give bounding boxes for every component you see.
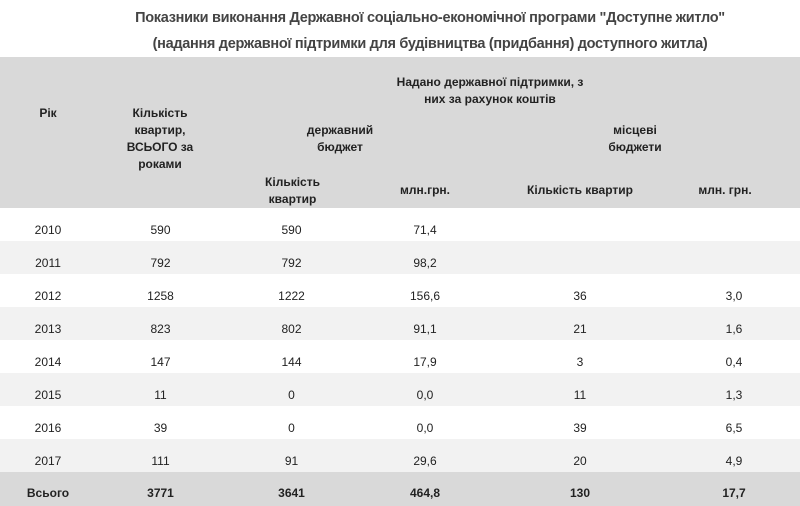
table-cell [668, 208, 800, 241]
header-state-count: Кількість квартир [265, 175, 320, 206]
table-row: 2016 39 0 0,0 39 6,5 [0, 406, 800, 439]
table-cell: 147 [150, 355, 171, 369]
table-cell: 17,9 [413, 355, 437, 369]
header-year: Рік [39, 106, 57, 120]
table-cell: 20 [492, 439, 668, 472]
header-local-mln: млн. грн. [698, 183, 752, 197]
total-cell: 3771 [96, 472, 225, 506]
table-cell: 3 [576, 355, 584, 369]
total-row: Всього 3771 3641 464,8 130 17,7 [0, 472, 800, 506]
table-row: 2010 590 590 71,4 [0, 208, 800, 241]
data-table: 2010 590 590 71,4 2011 792 792 98,2 2012 1258 1222… [0, 208, 800, 506]
table-cell [492, 208, 668, 241]
total-cell: 3641 [225, 472, 358, 506]
table-row: 2013 823 802 91,1 21 1,6 [0, 307, 800, 340]
table-cell [492, 241, 668, 274]
table-cell: 2017 [0, 439, 96, 472]
table-cell: 36 [573, 289, 587, 303]
table-cell: 39 [573, 421, 587, 435]
header-state-mln: млн.грн. [400, 183, 450, 197]
table-cell: 1,3 [668, 373, 800, 406]
total-cell: Всього [0, 472, 96, 506]
table-cell: 590 [281, 223, 302, 237]
table-cell [668, 241, 800, 274]
table-cell: 0 [288, 421, 295, 435]
table-cell: 29,6 [358, 439, 492, 472]
table-cell: 0,0 [358, 373, 492, 406]
table-cell: 802 [225, 307, 358, 340]
table-title-line2: (надання державної підтримки для будівни… [152, 36, 708, 52]
table-row: 2014 147 144 17,9 3 0,4 [0, 340, 800, 373]
table-cell: 156,6 [409, 289, 441, 303]
total-cell: 17,7 [668, 472, 800, 506]
table-cell: 590 [150, 223, 171, 237]
table-row: 2011 792 792 98,2 [0, 241, 800, 274]
table-cell: 2015 [0, 373, 96, 406]
table-cell: 792 [96, 241, 225, 274]
table-row: 2012 1258 1222 156,6 36 3,0 [0, 274, 800, 307]
table-cell: 11 [492, 373, 668, 406]
table-cell: 144 [281, 355, 302, 369]
table-cell: 0,4 [725, 355, 743, 369]
table-cell: 4,9 [668, 439, 800, 472]
table-row: 2015 11 0 0,0 11 1,3 [0, 373, 800, 406]
table-cell: 792 [225, 241, 358, 274]
header-state-budget: державний бюджет [306, 123, 374, 154]
table-row: 2017 111 91 29,6 20 4,9 [0, 439, 800, 472]
table-cell: 71,4 [413, 223, 437, 237]
table-cell: 6,5 [725, 421, 743, 435]
header-total-apartments: Кількість квартир, ВСЬОГО за роками [126, 106, 194, 171]
table-cell: 98,2 [358, 241, 492, 274]
table-cell: 2011 [0, 241, 96, 274]
header-support-group: Надано державної підтримки, з них за рах… [396, 75, 584, 106]
table-cell: 111 [96, 439, 225, 472]
table-cell: 2010 [34, 223, 62, 237]
table-cell: 1258 [147, 289, 174, 303]
header-local-budgets: місцеві бюджети [608, 123, 662, 154]
table-cell: 39 [153, 421, 168, 435]
table-cell: 2013 [0, 307, 96, 340]
total-cell: 130 [492, 472, 668, 506]
table-title-line1: Показники виконання Державної соціально-… [135, 10, 725, 26]
table-cell: 91 [225, 439, 358, 472]
table-cell: 0 [225, 373, 358, 406]
total-cell: 464,8 [358, 472, 492, 506]
table-cell: 21 [492, 307, 668, 340]
table-cell: 11 [96, 373, 225, 406]
table-cell: 91,1 [358, 307, 492, 340]
table-cell: 1,6 [668, 307, 800, 340]
table-cell: 2012 [34, 289, 62, 303]
table-header: Рік Кількість квартир, ВСЬОГО за роками … [0, 57, 800, 208]
table-cell: 2014 [34, 355, 62, 369]
table-cell: 3,0 [725, 289, 743, 303]
header-local-count: Кількість квартир [527, 183, 633, 197]
table-cell: 1222 [278, 289, 305, 303]
table-cell: 0,0 [416, 421, 434, 435]
table-cell: 823 [96, 307, 225, 340]
table-cell: 2016 [34, 421, 62, 435]
